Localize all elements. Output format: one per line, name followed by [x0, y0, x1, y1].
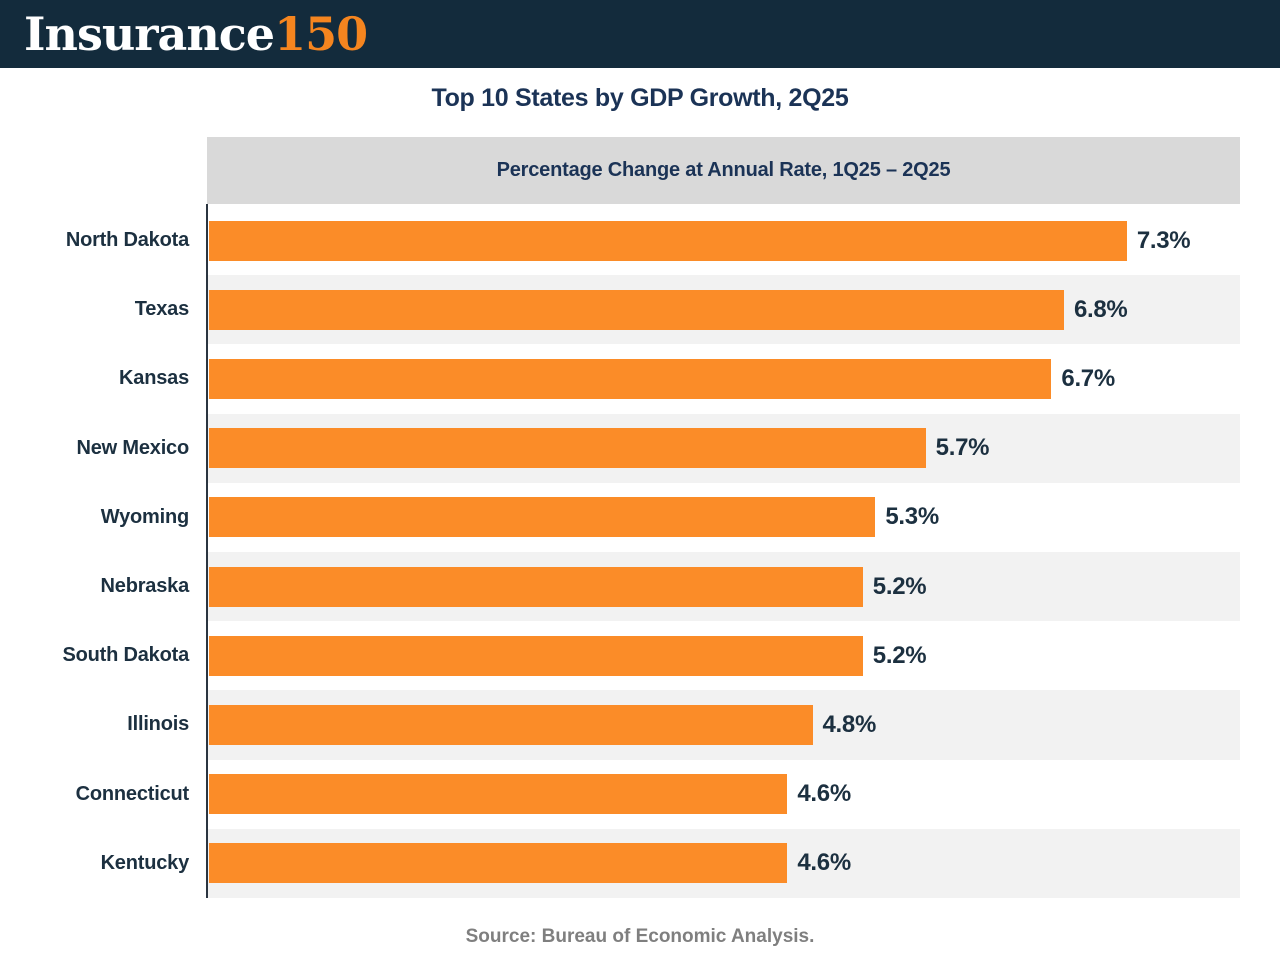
row-plot-area: 5.7% [207, 413, 1240, 483]
logo-accent-text: 150 [274, 7, 368, 61]
state-label: Texas [134, 298, 189, 321]
bar [209, 843, 788, 884]
bar [209, 704, 813, 745]
source-note: Source: Bureau of Economic Analysis. [465, 926, 815, 947]
row-plot-area: 5.3% [207, 482, 1240, 552]
row-label-cell: Texas [0, 275, 207, 345]
row-plot-area: 6.7% [207, 344, 1240, 414]
chart-row: Kentucky 4.6% [0, 828, 1240, 898]
header-bar: Insurance150 [0, 0, 1280, 68]
row-label-cell: Illinois [0, 690, 207, 760]
value-label: 5.7% [935, 434, 990, 462]
value-label: 5.2% [872, 572, 927, 600]
insurance150-logo: Insurance150 [24, 11, 368, 57]
state-label: New Mexico [76, 436, 190, 459]
state-label: Connecticut [75, 782, 190, 805]
row-label-cell: Kentucky [0, 828, 207, 898]
chart-row: Connecticut 4.6% [0, 759, 1240, 829]
row-label-cell: Connecticut [0, 759, 207, 829]
row-plot-area: 7.3% [207, 206, 1240, 276]
bar [209, 289, 1064, 330]
chart-row: New Mexico 5.7% [0, 413, 1240, 483]
chart-subtitle: Percentage Change at Annual Rate, 1Q25 –… [496, 159, 951, 181]
row-label-cell: Nebraska [0, 551, 207, 622]
chart-row: North Dakota 7.3% [0, 206, 1240, 276]
chart-row: Texas 6.8% [0, 275, 1240, 345]
bar [209, 774, 788, 815]
row-plot-area: 5.2% [207, 621, 1240, 691]
chart-row: Illinois 4.8% [0, 690, 1240, 760]
row-plot-area: 6.8% [207, 275, 1240, 345]
value-label: 7.3% [1136, 226, 1191, 254]
row-label-cell: New Mexico [0, 413, 207, 483]
value-label: 4.6% [797, 849, 851, 877]
row-plot-area: 4.6% [207, 828, 1240, 898]
state-label: North Dakota [65, 229, 189, 252]
chart-rows: North Dakota 7.3% Texas 6.8% Kansas 6.7%… [0, 206, 1240, 898]
chart-row: South Dakota 5.2% [0, 621, 1240, 691]
row-label-cell: North Dakota [0, 206, 207, 276]
bar [209, 497, 876, 538]
row-plot-area: 5.2% [207, 551, 1240, 622]
logo-text: Insurance [24, 7, 275, 61]
row-plot-area: 4.6% [207, 759, 1240, 829]
chart-row: Wyoming 5.3% [0, 482, 1240, 552]
state-label: South Dakota [62, 644, 190, 667]
state-label: Kansas [119, 367, 189, 390]
bar [209, 566, 863, 607]
row-plot-area: 4.8% [207, 690, 1240, 760]
bar [209, 220, 1127, 261]
value-label: 5.3% [885, 503, 939, 531]
value-label: 4.6% [797, 780, 851, 808]
bar [209, 358, 1052, 399]
row-label-cell: Kansas [0, 344, 207, 414]
state-label: Kentucky [100, 851, 190, 874]
value-label: 5.2% [872, 641, 927, 669]
y-axis-line [206, 204, 208, 898]
bar [209, 635, 863, 676]
page-title: Top 10 States by GDP Growth, 2Q25 [431, 84, 849, 112]
chart-header-band: Percentage Change at Annual Rate, 1Q25 –… [207, 137, 1240, 204]
value-label: 4.8% [822, 710, 877, 738]
state-label: Wyoming [100, 505, 189, 528]
row-label-cell: South Dakota [0, 621, 207, 691]
row-label-cell: Wyoming [0, 482, 207, 552]
value-label: 6.7% [1061, 364, 1115, 392]
chart-row: Kansas 6.7% [0, 344, 1240, 414]
bar [209, 428, 926, 469]
state-label: Illinois [127, 713, 189, 736]
state-label: Nebraska [100, 575, 190, 598]
chart-row: Nebraska 5.2% [0, 551, 1240, 622]
value-label: 6.8% [1073, 295, 1128, 323]
